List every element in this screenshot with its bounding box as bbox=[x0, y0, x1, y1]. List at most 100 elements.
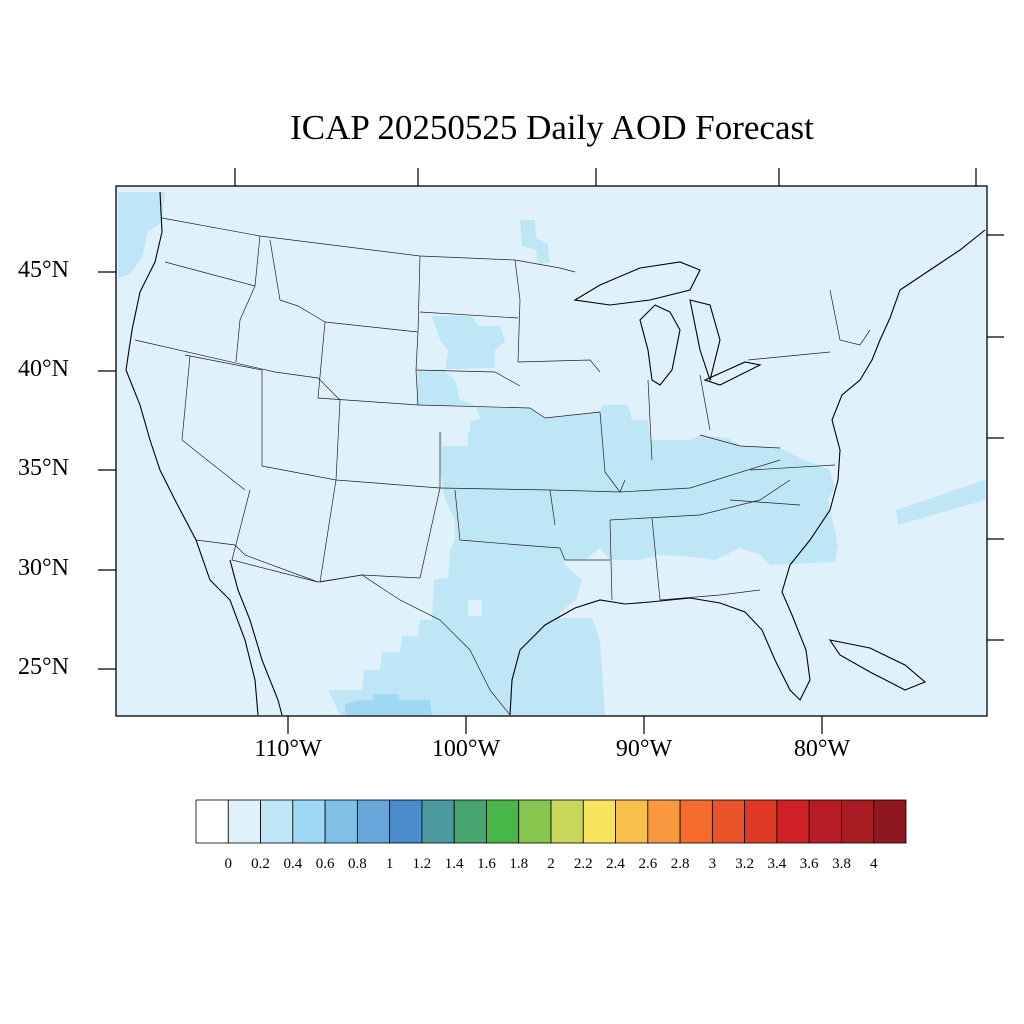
border-or-ca bbox=[134, 339, 276, 373]
colorbar-tick-label: 2 bbox=[547, 856, 555, 872]
lon-label-110: 110°W bbox=[254, 736, 322, 762]
lat-label-25: 25°N bbox=[18, 654, 69, 680]
border-id-west bbox=[235, 235, 261, 363]
colorbar-tick-label: 0.2 bbox=[251, 856, 270, 872]
coast-lake-erie bbox=[703, 361, 762, 386]
colorbar-tick-label: 0.4 bbox=[283, 856, 303, 872]
colorbar-swatch bbox=[518, 799, 552, 844]
border-ar-la bbox=[559, 547, 610, 561]
aod-region-north-mexico bbox=[345, 694, 432, 715]
colorbar-swatch bbox=[389, 799, 423, 844]
coast-lake-superior bbox=[573, 261, 701, 306]
border-ne-ks bbox=[417, 404, 531, 409]
border-tn-north bbox=[619, 459, 781, 493]
lon-label-90: 90°W bbox=[615, 736, 673, 762]
border-ok-tx bbox=[454, 489, 561, 549]
colorbar-tick-label: 1.4 bbox=[444, 856, 464, 872]
aod-shading-high bbox=[345, 694, 432, 715]
colorbar-swatch bbox=[324, 799, 358, 844]
colorbar-tick-label: 2.2 bbox=[573, 856, 593, 872]
border-az-nm-vert bbox=[319, 479, 337, 583]
border-va-nc bbox=[749, 464, 836, 471]
colorbar-swatch bbox=[873, 799, 907, 844]
colorbar-tick-label: 3.6 bbox=[799, 856, 819, 872]
border-il-in bbox=[599, 411, 621, 493]
aod-region-northwest bbox=[118, 192, 165, 278]
aod-region-great-plains bbox=[416, 316, 838, 565]
colorbar-swatch bbox=[260, 799, 294, 844]
border-ia-mo bbox=[529, 407, 601, 419]
colorbar-swatch bbox=[453, 799, 487, 844]
border-mexico bbox=[195, 539, 511, 716]
aod-clear-gaps bbox=[442, 432, 482, 616]
border-ky-wv bbox=[699, 434, 781, 449]
colorbar-tick-label: 3.2 bbox=[735, 856, 754, 872]
coast-pacific bbox=[125, 191, 259, 716]
colorbar-swatch bbox=[227, 799, 261, 844]
colorbar-tick-label: 0 bbox=[224, 856, 233, 872]
colorbar-swatch bbox=[550, 799, 584, 844]
colorbar-swatch bbox=[776, 799, 810, 844]
colorbar-tick-label: 1.2 bbox=[412, 856, 432, 872]
border-oh-pa bbox=[699, 374, 711, 431]
colorbar-swatch bbox=[421, 799, 455, 844]
aod-region-atlantic-plume bbox=[896, 480, 985, 525]
colorbar-tick-label: 4 bbox=[869, 856, 878, 872]
border-nv-ut bbox=[184, 354, 263, 466]
border-ut-co bbox=[274, 371, 341, 481]
lon-label-80: 80°W bbox=[793, 736, 851, 762]
border-al-ga bbox=[651, 517, 661, 601]
colorbar-swatch bbox=[808, 799, 842, 844]
colorbar-tick-label: 2.6 bbox=[638, 856, 658, 872]
colorbar-swatch bbox=[744, 799, 778, 844]
border-nd-sd bbox=[415, 255, 421, 406]
colorbar-swatch bbox=[195, 799, 229, 844]
border-pa-ny bbox=[747, 351, 831, 361]
lat-label-45: 45°N bbox=[18, 257, 69, 283]
border-tn-south bbox=[609, 479, 791, 521]
lat-label-40: 40°N bbox=[18, 356, 69, 382]
border-ms-al bbox=[609, 519, 613, 601]
border-nd-sd-line bbox=[419, 311, 519, 319]
coast-gulf bbox=[509, 229, 986, 716]
lat-label-35: 35°N bbox=[18, 455, 69, 481]
border-new-england bbox=[829, 289, 871, 346]
colorbar-swatch bbox=[615, 799, 649, 844]
colorbar-tick-label: 2.8 bbox=[670, 856, 690, 872]
colorbar-tick-label: 0.8 bbox=[347, 856, 367, 872]
colorbar-tick-label: 2.4 bbox=[606, 856, 625, 872]
colorbar-tick-label: 1.8 bbox=[509, 856, 529, 872]
border-nv-ca bbox=[181, 355, 246, 491]
border-mt-id bbox=[269, 239, 326, 323]
colorbar-swatch bbox=[292, 799, 326, 844]
border-dak-east bbox=[514, 259, 521, 363]
colorbar-swatch bbox=[841, 799, 875, 844]
border-in-oh bbox=[647, 379, 653, 461]
colorbar-tick-label: 3.4 bbox=[767, 856, 787, 872]
coast-baja bbox=[229, 559, 283, 716]
border-az-south bbox=[231, 489, 319, 583]
coast-lake-huron bbox=[689, 299, 721, 382]
colorbar-swatch bbox=[356, 799, 391, 844]
colorbar-swatch bbox=[582, 799, 616, 844]
aod-region-lake-superior bbox=[520, 220, 550, 264]
colorbar-tick-label: 0.6 bbox=[315, 856, 335, 872]
colorbar-tick-label: 3 bbox=[708, 856, 717, 872]
border-ga-fl bbox=[659, 589, 761, 601]
colorbar-tick-label: 1 bbox=[385, 856, 394, 872]
colorbar-tick-label: 1.6 bbox=[477, 856, 496, 872]
border-wa-or bbox=[164, 261, 256, 287]
map-title: ICAP 20250525 Daily AOD Forecast bbox=[290, 108, 814, 147]
border-sd-ne bbox=[415, 369, 521, 387]
colorbar-swatch bbox=[647, 799, 681, 844]
coastline bbox=[125, 191, 986, 716]
coast-cuba bbox=[828, 639, 927, 691]
clear-gap-texas bbox=[468, 600, 482, 616]
border-mt-south bbox=[324, 321, 419, 333]
colorbar-swatch bbox=[679, 799, 713, 844]
state-boundaries bbox=[134, 217, 871, 716]
border-canada bbox=[161, 217, 576, 273]
border-wy bbox=[317, 321, 419, 406]
